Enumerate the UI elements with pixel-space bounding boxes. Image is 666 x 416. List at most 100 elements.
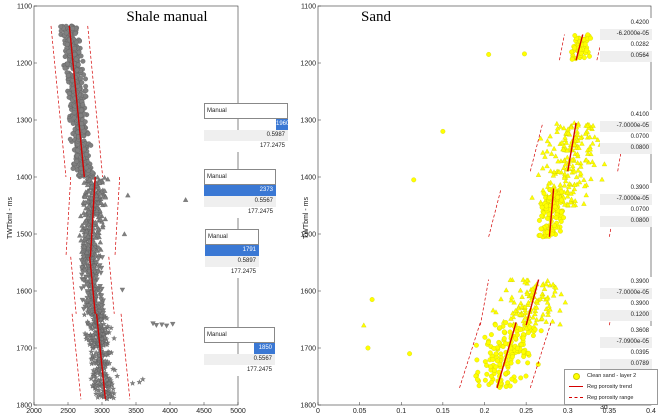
data-point	[129, 380, 136, 386]
data-point	[532, 327, 538, 332]
data-point	[508, 297, 514, 303]
data-point	[65, 72, 71, 78]
data-point	[182, 197, 189, 202]
data-point	[136, 379, 143, 385]
data-point	[553, 215, 559, 221]
data-point	[509, 376, 515, 382]
data-point	[566, 184, 572, 190]
param-value-selected[interactable]: 2373	[204, 185, 276, 196]
data-point	[77, 232, 83, 238]
data-point	[86, 209, 92, 215]
data-point	[501, 329, 507, 335]
data-point	[95, 367, 102, 373]
shale-y-tick-label: 1400	[16, 175, 32, 182]
data-point	[572, 198, 578, 203]
data-point	[94, 370, 101, 376]
data-point	[587, 146, 593, 152]
data-point	[74, 67, 80, 73]
sand-x-tick-label: 0.3	[563, 408, 573, 415]
data-point	[525, 330, 531, 336]
sand-param-box: 0.3900 -7.0000e-05 0.3900 0.1200	[600, 277, 652, 321]
data-point	[513, 310, 520, 316]
data-point	[97, 309, 103, 315]
param-value: 177.2475	[204, 207, 276, 218]
sand-y-tick-label: 1500	[300, 232, 316, 239]
data-point	[537, 232, 543, 238]
data-point	[581, 177, 587, 182]
param-value-selected[interactable]: 1960	[276, 119, 289, 130]
data-point	[474, 357, 480, 363]
data-point	[572, 182, 578, 187]
data-point	[86, 298, 92, 304]
data-point	[87, 276, 93, 281]
data-point	[106, 380, 113, 386]
data-point	[81, 179, 87, 185]
data-point	[575, 122, 581, 128]
data-point	[89, 382, 96, 389]
param-value: 0.0564	[600, 51, 652, 62]
data-point	[88, 195, 95, 201]
trend-line	[567, 122, 577, 172]
data-point	[96, 244, 102, 250]
data-point	[92, 219, 99, 225]
data-point	[538, 226, 544, 232]
data-point	[87, 176, 93, 182]
data-point	[102, 188, 108, 193]
data-point	[585, 151, 591, 156]
data-point	[490, 307, 496, 313]
data-point	[102, 216, 108, 222]
data-point	[125, 192, 131, 198]
data-point	[564, 193, 571, 199]
data-point	[510, 310, 516, 316]
param-value-selected[interactable]: 1850	[254, 343, 275, 354]
legend-entry-clean-sand: Clean sand - layer 2	[565, 371, 657, 381]
data-point	[574, 151, 581, 157]
data-point	[102, 351, 109, 357]
data-point	[121, 231, 128, 237]
data-point	[83, 93, 88, 99]
param-value: 0.3900	[600, 277, 652, 288]
data-point	[507, 277, 513, 282]
data-point	[86, 224, 93, 230]
data-point	[515, 359, 521, 365]
data-point	[601, 161, 608, 167]
data-point	[575, 167, 581, 173]
range-line	[87, 25, 104, 178]
data-point	[518, 342, 524, 348]
data-point	[86, 269, 92, 275]
data-point	[547, 133, 553, 139]
data-point	[554, 129, 560, 134]
data-point	[491, 346, 497, 351]
param-value: -6.2000e-05	[600, 29, 652, 40]
data-point	[559, 189, 564, 195]
data-point	[581, 201, 587, 206]
param-value-selected[interactable]: 1791	[205, 245, 259, 256]
data-point	[98, 327, 105, 334]
data-point	[589, 140, 596, 146]
data-point	[83, 228, 90, 234]
data-point	[369, 297, 375, 302]
data-point	[482, 377, 488, 383]
data-point	[106, 349, 113, 356]
data-point	[569, 156, 575, 162]
shale-ylabel: TWTbml - ms	[7, 197, 14, 239]
sand-x-tick-label: 0.15	[436, 408, 450, 415]
legend-label: Reg porosity trend	[587, 384, 632, 390]
data-point	[62, 65, 68, 71]
data-point	[555, 194, 561, 200]
data-point	[114, 373, 121, 379]
data-point	[587, 134, 593, 140]
data-point	[64, 42, 70, 47]
data-point	[503, 341, 509, 347]
data-point	[544, 299, 551, 305]
data-point	[562, 137, 568, 143]
data-point	[507, 383, 513, 389]
data-point	[547, 195, 553, 201]
data-point	[96, 256, 102, 262]
sand-y-tick-label: 1600	[300, 289, 316, 296]
data-point	[539, 315, 545, 321]
data-point	[86, 203, 92, 209]
data-point	[498, 296, 504, 302]
data-point	[533, 304, 540, 310]
